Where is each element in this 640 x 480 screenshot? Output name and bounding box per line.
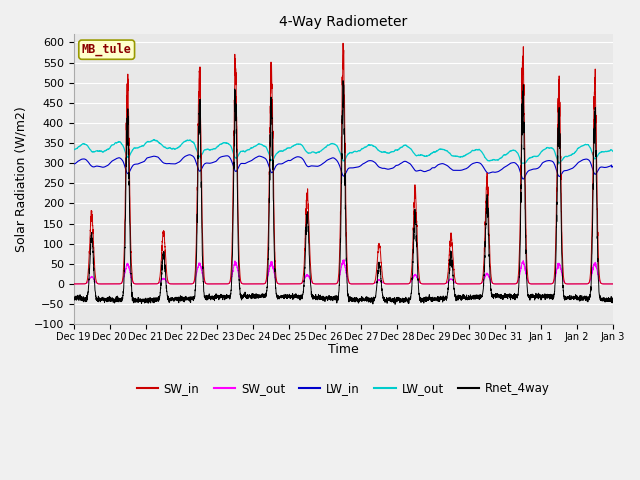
- X-axis label: Time: Time: [328, 343, 358, 356]
- Legend: SW_in, SW_out, LW_in, LW_out, Rnet_4way: SW_in, SW_out, LW_in, LW_out, Rnet_4way: [132, 377, 555, 399]
- Title: 4-Way Radiometer: 4-Way Radiometer: [279, 15, 407, 29]
- Y-axis label: Solar Radiation (W/m2): Solar Radiation (W/m2): [15, 107, 28, 252]
- Text: MB_tule: MB_tule: [82, 43, 132, 56]
